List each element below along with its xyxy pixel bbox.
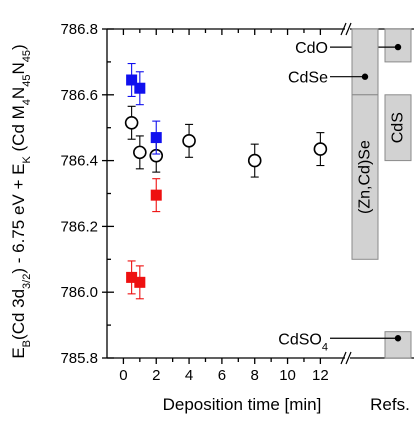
axis-break-mark [345,22,352,36]
x-tick-label: 2 [152,367,160,384]
x-tick-label: 8 [251,367,259,384]
x-tick-label: 10 [279,367,296,384]
y-tick-label: 786.8 [60,21,98,38]
data-layer [124,62,328,300]
data-point-circle [313,142,328,156]
x-tick-label: 6 [218,367,226,384]
y-tick-label: 786.6 [60,87,98,104]
reference-box [384,94,412,162]
y-tick-label: 786.4 [60,153,98,170]
reference-label: CdO [295,40,328,57]
x-tick-label: 4 [185,367,193,384]
y-axis-title: EB(Cd 3d3/2) - 6.75 eV + EK (Cd M4N45N45… [9,44,33,358]
data-point-square [134,82,146,94]
reference-label: (Zn,Cd)Se [357,140,374,214]
reference-label: CdSe [288,70,328,87]
data-point-square [126,271,138,283]
x-axis-title: Deposition time [min] [163,395,322,414]
data-point-square [150,132,162,144]
y-tick-label: 786.2 [60,218,98,235]
y-tick-label: 785.8 [60,350,98,367]
x-tick-label: 12 [312,367,329,384]
reference-box [351,28,379,96]
references-layer [330,28,412,359]
y-tick-label: 786.0 [60,284,98,301]
data-point-circle [133,145,147,160]
axis-break-mark [345,351,352,365]
reference-box [384,331,412,359]
reference-box [351,94,379,260]
data-point-circle [124,115,139,130]
reference-label: CdS [390,112,407,143]
axes-layer [102,22,414,365]
data-point-square [126,74,138,86]
reference-label: CdSO4 [278,331,328,353]
data-point-square [150,189,162,201]
data-point-circle [247,153,262,168]
axis-break-mark [340,22,347,36]
data-point-circle [182,134,196,148]
refs-axis-title: Refs. [370,395,410,414]
data-point-square [134,276,146,288]
axis-break-mark [340,351,347,365]
labels-layer: 785.8 786.0 786.2 786.4 786.6 786.8 0 2 4 6 8 10 12 C… [9,21,410,414]
x-tick-label: 0 [119,367,127,384]
